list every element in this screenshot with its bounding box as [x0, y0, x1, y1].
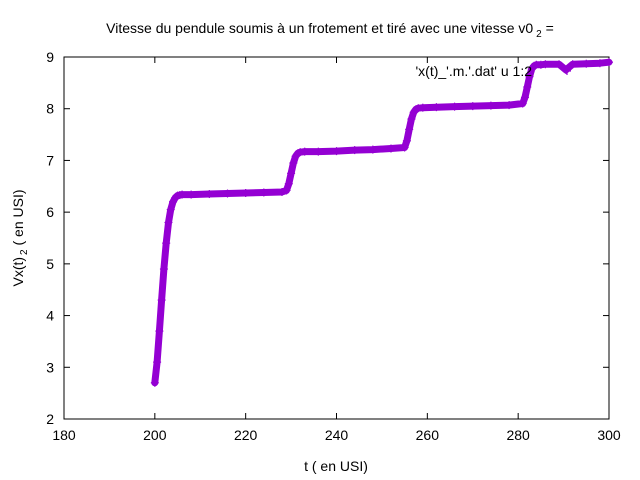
y-tick-label: 3 — [46, 359, 54, 375]
data-point — [164, 218, 173, 227]
data-point — [595, 59, 604, 68]
y-tick-label: 4 — [46, 308, 54, 324]
data-point — [153, 358, 162, 367]
data-point — [332, 147, 341, 156]
legend: 'x(t)_'.m.'.dat' u 1:2 — [415, 63, 571, 79]
x-tick-label: 280 — [506, 427, 530, 443]
data-point — [259, 188, 268, 197]
data-point — [518, 99, 527, 108]
x-tick-label: 240 — [325, 427, 349, 443]
data-point — [187, 190, 196, 199]
y-tick-label: 9 — [46, 49, 54, 65]
y-tick-label: 6 — [46, 204, 54, 220]
data-point — [282, 186, 291, 195]
data-point — [289, 159, 298, 168]
data-point — [300, 147, 309, 156]
x-tick-label: 260 — [416, 427, 440, 443]
y-axis-label-main: Vx(t) — [10, 257, 26, 287]
data-point — [520, 93, 529, 102]
y-tick-label: 2 — [46, 411, 54, 427]
legend-label: 'x(t)_'.m.'.dat' u 1:2 — [415, 63, 532, 79]
chart-title: Vitesse du pendule soumis à un frotement… — [106, 20, 554, 40]
plot-frame — [63, 56, 610, 420]
data-point — [523, 82, 532, 91]
data-point — [541, 60, 550, 69]
data-point — [468, 102, 477, 111]
x-tick-label: 300 — [597, 427, 621, 443]
y-axis-label: Vx(t) 2 ( en USI) — [10, 189, 30, 286]
y-axis-label-subscript: 2 — [19, 249, 30, 255]
data-point — [205, 190, 214, 199]
data-point — [555, 60, 564, 69]
data-point — [284, 179, 293, 188]
data-point — [157, 296, 166, 305]
data-point — [241, 189, 250, 198]
series-trace — [151, 58, 613, 387]
y-axis-label-suffix: ( en USI) — [10, 189, 26, 249]
data-point — [568, 60, 577, 69]
data-point — [400, 143, 409, 152]
data-point — [582, 59, 591, 68]
data-point — [450, 102, 459, 111]
legend-marker — [563, 67, 571, 75]
x-tick-label: 200 — [143, 427, 167, 443]
data-point — [486, 101, 495, 110]
data-point — [223, 189, 232, 198]
data-point — [405, 125, 414, 134]
x-axis-ticks: 180 200 220 240 260 280 300 — [52, 57, 621, 443]
data-point — [178, 190, 187, 199]
chart-title-subscript: 2 — [536, 29, 542, 40]
data-point — [155, 327, 164, 336]
chart-title-suffix: = — [542, 20, 554, 36]
series-layer — [150, 58, 613, 387]
y-axis-ticks: 2 3 4 5 6 7 8 9 — [46, 49, 609, 427]
data-point — [418, 103, 427, 112]
chart-title-main: Vitesse du pendule soumis à un frotement… — [106, 20, 533, 36]
data-point — [150, 378, 159, 387]
x-tick-label: 180 — [52, 427, 76, 443]
data-point — [314, 147, 323, 156]
data-point — [525, 72, 534, 81]
data-point — [166, 205, 175, 214]
data-point — [505, 101, 514, 110]
data-point — [387, 144, 395, 153]
y-tick-label: 8 — [46, 101, 54, 117]
data-point — [402, 136, 411, 145]
data-point — [605, 58, 613, 67]
x-tick-label: 220 — [234, 427, 258, 443]
data-point — [561, 65, 570, 74]
data-point — [162, 239, 171, 248]
data-point — [159, 265, 168, 274]
data-point — [407, 115, 416, 124]
data-point — [169, 197, 177, 206]
data-point — [368, 145, 377, 154]
data-point — [287, 169, 296, 178]
data-point — [432, 103, 441, 112]
data-point — [350, 146, 359, 155]
y-tick-label: 5 — [46, 256, 54, 272]
data-point — [278, 187, 286, 196]
y-tick-label: 7 — [46, 152, 54, 168]
x-axis-label: t ( en USI) — [304, 458, 368, 474]
